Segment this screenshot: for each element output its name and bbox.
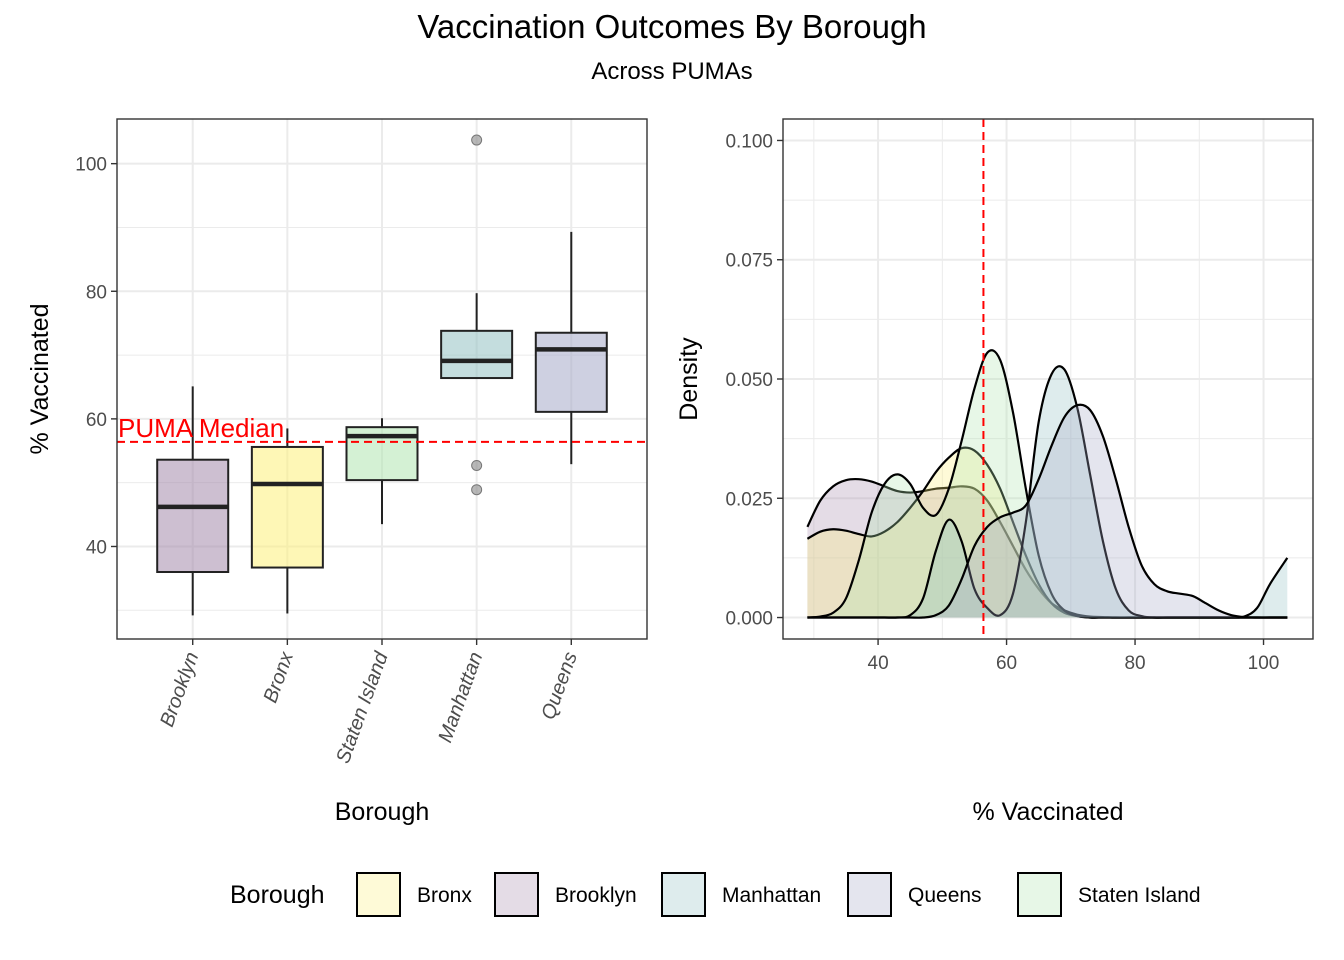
boxplot-staten-island (345, 418, 419, 525)
density-y-tick-label: 0.100 (725, 131, 773, 152)
legend-item-staten-island: Staten Island (1017, 872, 1201, 917)
box-y-tick-label: 80 (86, 282, 107, 303)
box-y-tick-label: 40 (86, 537, 107, 558)
density-x-tick-label: 80 (1124, 653, 1145, 674)
density-y-axis-title: Density (675, 337, 703, 421)
density-y-tick-label: 0.050 (725, 370, 773, 391)
chart-subtitle: Across PUMAs (591, 58, 753, 85)
density-area-manhattan (807, 366, 1288, 618)
density-curve-queens (807, 403, 1288, 619)
box-x-axis-title: Borough (335, 798, 430, 826)
density-x-axis-title: % Vaccinated (972, 798, 1123, 826)
legend: Borough Bronx Brooklyn Manhattan Queens State… (230, 872, 1201, 917)
density-area-staten-island (807, 350, 1288, 618)
box-iqr (156, 458, 230, 574)
density-x-tick-label: 60 (996, 653, 1017, 674)
density-x-tick-label: 100 (1248, 653, 1280, 674)
outlier-point (471, 484, 483, 496)
box-y-axis-title: % Vaccinated (26, 303, 54, 454)
legend-swatch (661, 872, 706, 917)
boxplot-bronx (250, 428, 324, 614)
legend-item-manhattan: Manhattan (661, 872, 821, 917)
legend-swatch (847, 872, 892, 917)
density-x-tick-label: 40 (868, 653, 889, 674)
box-iqr (250, 445, 324, 569)
legend-label: Staten Island (1078, 884, 1201, 907)
legend-item-brooklyn: Brooklyn (494, 872, 637, 917)
density-area-bronx (807, 447, 1288, 618)
legend-swatch (356, 872, 401, 917)
box-x-tick-label: Manhattan (434, 649, 487, 745)
box-x-tick-label: Queens (537, 649, 582, 722)
box-y-tick-label: 60 (86, 410, 107, 431)
legend-swatch (494, 872, 539, 917)
box-x-tick-label: Bronx (260, 648, 299, 706)
legend-label: Brooklyn (555, 884, 637, 907)
boxplot-queens (534, 231, 608, 465)
chart-title: Vaccination Outcomes By Borough (417, 8, 927, 45)
legend-item-queens: Queens (847, 872, 982, 917)
legend-title: Borough (230, 881, 325, 909)
box-iqr (440, 329, 514, 380)
outlier-point (471, 459, 483, 471)
legend-label: Manhattan (722, 884, 821, 907)
density-y-tick-label: 0.025 (725, 489, 773, 510)
density-y-tick-label: 0.075 (725, 251, 773, 272)
legend-label: Bronx (417, 884, 472, 907)
median-label: PUMA Median (118, 413, 284, 443)
boxplot-brooklyn (156, 386, 230, 616)
box-x-tick-label: Brooklyn (156, 649, 203, 730)
legend-swatch (1017, 872, 1062, 917)
legend-label: Queens (908, 884, 982, 907)
boxplot-manhattan (440, 134, 514, 496)
density-area-queens (807, 404, 1288, 618)
box-y-tick-label: 100 (75, 155, 107, 176)
legend-item-bronx: Bronx (356, 872, 472, 917)
density-y-tick-label: 0.000 (725, 609, 773, 630)
outlier-point (471, 134, 483, 146)
box-iqr (534, 331, 608, 413)
box-x-tick-label: Staten Island (332, 648, 393, 766)
